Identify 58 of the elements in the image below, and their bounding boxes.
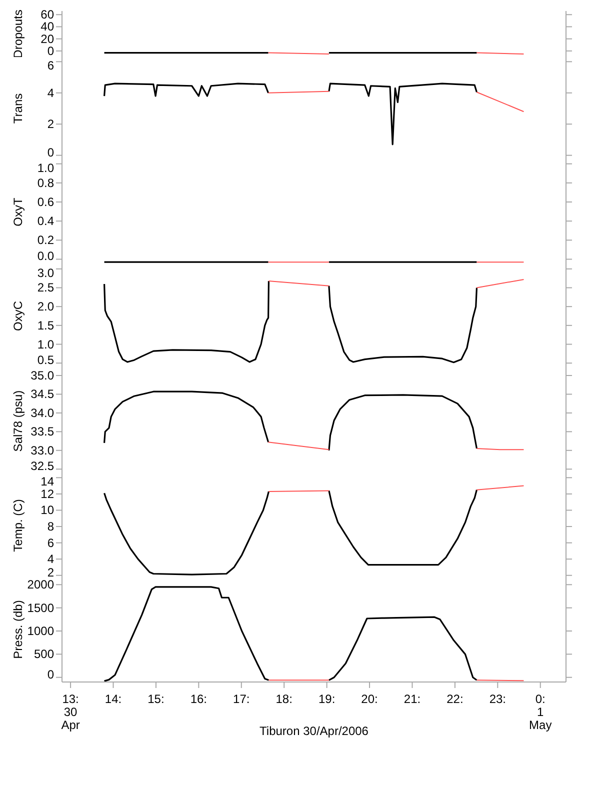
y-tick-label: 10 bbox=[40, 503, 54, 518]
y-tick-label: 6 bbox=[47, 536, 54, 550]
x-tick-label: 20: bbox=[361, 692, 378, 706]
y-axis-title: OxyT bbox=[11, 197, 25, 226]
x-tick-label: 18: bbox=[276, 692, 292, 706]
y-tick-label: 2 bbox=[47, 565, 54, 580]
y-tick-label: 4 bbox=[47, 552, 54, 566]
y-tick-label: 1.0 bbox=[37, 337, 54, 352]
y-tick-label: 1000 bbox=[27, 624, 54, 638]
y-axis-title: Press. (db) bbox=[11, 600, 25, 659]
x-axis-title: Tiburon 30/Apr/2006 bbox=[260, 724, 369, 738]
y-tick-label: 0 bbox=[47, 44, 54, 58]
y-tick-label: 2000 bbox=[27, 578, 54, 592]
y-tick-label: 0.0 bbox=[37, 249, 54, 264]
y-tick-label: 35.0 bbox=[30, 368, 54, 382]
x-tick-label: 23: bbox=[489, 692, 506, 706]
y-tick-label: 2 bbox=[47, 117, 54, 132]
y-tick-label: 33.5 bbox=[30, 424, 54, 439]
y-tick-label: 34.5 bbox=[30, 387, 54, 402]
y-tick-label: 1.0 bbox=[37, 160, 54, 175]
y-tick-label: 0.6 bbox=[37, 194, 54, 209]
y-tick-label: 33.0 bbox=[30, 443, 54, 458]
x-tick-label: 19: bbox=[318, 692, 336, 706]
x-tick-label: 15: bbox=[148, 692, 164, 706]
y-tick-label: 40 bbox=[40, 20, 54, 34]
y-tick-label: 500 bbox=[34, 647, 54, 662]
x-tick-label: 14: bbox=[104, 692, 122, 706]
y-tick-label: 1.5 bbox=[37, 318, 54, 332]
x-tick-label: 13: 30 Apr bbox=[61, 692, 80, 732]
y-axis-title: Dropouts bbox=[11, 10, 25, 58]
y-tick-label: 60 bbox=[40, 8, 54, 22]
y-tick-label: 14 bbox=[40, 474, 54, 489]
x-tick-label: 21: bbox=[404, 692, 421, 706]
y-tick-label: 0.4 bbox=[37, 214, 54, 228]
y-tick-label: 0 bbox=[47, 667, 54, 682]
y-tick-label: 12 bbox=[40, 486, 54, 501]
y-tick-label: 0 bbox=[47, 145, 54, 160]
y-tick-label: 6 bbox=[47, 58, 54, 73]
y-tick-label: 4 bbox=[47, 86, 54, 100]
x-tick-label: 22: bbox=[446, 692, 464, 706]
y-tick-label: 0.5 bbox=[37, 353, 54, 368]
y-tick-label: 20 bbox=[40, 32, 54, 46]
y-tick-label: 8 bbox=[47, 520, 54, 534]
y-axis-title: Trans bbox=[11, 93, 25, 124]
x-tick-label: 16: bbox=[190, 692, 208, 706]
y-tick-label: 1500 bbox=[27, 600, 54, 615]
y-tick-label: 34.0 bbox=[30, 406, 54, 420]
y-tick-label: 3.0 bbox=[37, 266, 54, 280]
y-axis-title: Temp. (C) bbox=[11, 499, 25, 552]
y-axis-title: Sal78 (psu) bbox=[11, 390, 25, 452]
y-tick-label: 0.8 bbox=[37, 176, 54, 190]
y-tick-label: 32.5 bbox=[30, 459, 54, 474]
x-tick-label: 17: bbox=[233, 692, 250, 706]
y-axis-title: OxyC bbox=[11, 300, 25, 331]
y-tick-label: 2.5 bbox=[37, 280, 54, 295]
y-tick-label: 2.0 bbox=[37, 300, 54, 314]
x-tick-label: 0: 1 May bbox=[529, 692, 552, 732]
y-tick-label: 0.2 bbox=[37, 233, 54, 248]
